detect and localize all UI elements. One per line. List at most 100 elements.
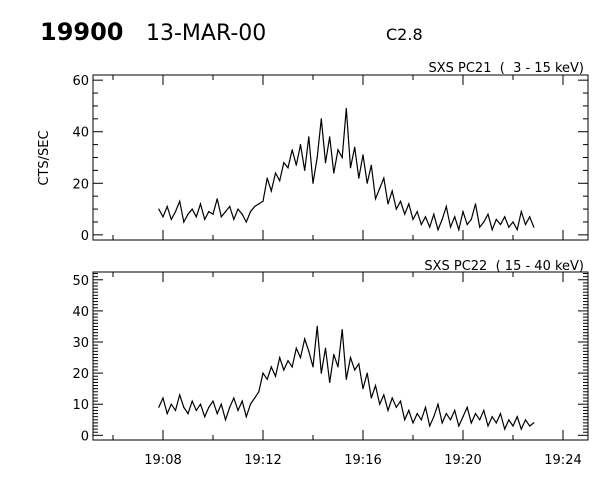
pc22-data-point [458,425,460,427]
y-tick-label: 60 [72,74,89,89]
pc21-data-point [204,218,206,220]
pc22-data-point [479,419,481,421]
pc22-data-point [379,403,381,405]
pc21-data-point [320,118,322,120]
pc21-data-point [254,205,256,208]
pc21-data-point [366,182,368,184]
pc21-data-point [462,211,464,213]
pc21-data-point [324,162,327,164]
y-tick-label: 0 [81,429,89,444]
pc22-data-point [316,325,318,327]
pc21-data-point [474,203,477,205]
pc21-data-point [283,162,285,164]
pc21-data-point [249,211,252,213]
pc22-data-point [508,419,510,421]
y-tick-label: 0 [81,229,89,244]
pc21-data-point [270,190,272,192]
pc21-data-point [212,213,214,215]
pc21-data-point [520,211,522,213]
pc22-data-point [520,428,522,430]
pc21-data-point [216,198,218,200]
y-tick-label: 20 [72,367,89,382]
pc22-data-point [445,413,447,415]
pc21-data-point [237,208,239,210]
pc22-data-point [299,357,302,359]
pc21-data-point [379,187,381,189]
pc22-data-point [270,366,272,368]
pc22-title: SXS PC22 ( 15 - 40 keV) [424,259,584,274]
pc22-data-point [216,413,218,415]
pc22-data-point [370,397,372,399]
pc22-data-point [195,409,197,411]
pc22-data-point [341,329,343,331]
pc22-data-point [512,425,514,427]
pc22-data-point [366,372,368,374]
pc22-data-point [383,394,385,396]
pc22-data-point [449,419,452,421]
pc21-data-point [495,218,497,220]
pc22-data-point [466,406,468,408]
pc22-data-point [420,419,422,421]
pc21-data-point [345,107,347,110]
pc22-data-point [312,366,314,368]
pc22-data-point [462,416,464,418]
pc22-data-point [495,422,497,424]
pc21-data-point [341,156,343,159]
pc22-data-point [349,357,352,359]
pc21-data-point [220,216,222,218]
pc22-data-point [241,400,243,402]
pc22-data-point [487,425,489,427]
pc22-data-point [358,363,360,365]
pc21-data-point [391,190,393,192]
pc21-data-point [316,156,318,159]
pc22-data-point [320,372,322,374]
pc21-data-point [354,146,356,148]
pc21-data-point [374,198,377,200]
pc21-data-point [291,149,293,151]
pc21-data-point [429,226,431,228]
pc21-data-point [466,223,468,226]
pc21-title: SXS PC21 ( 3 - 15 keV) [428,61,584,76]
pc21-data-point [199,203,202,205]
y-tick-label: 30 [72,336,89,351]
pc21-data-point [208,211,210,213]
pc22-data-point [174,409,177,411]
pc22-data-point [308,350,310,352]
pc22-data-point [179,394,181,396]
x-tick-label: 19:08 [144,453,181,468]
pc21-data-point [399,200,402,202]
pc22-data-point [158,406,160,408]
pc21-data-point [516,229,518,231]
pc22-data-point [254,397,256,399]
pc21-data-point [329,136,331,138]
pc21-data-point [258,203,260,205]
pc21-data-point [437,229,439,231]
x-tick-label: 19:12 [244,453,281,468]
pc21-data-point [533,226,535,228]
pc22-data-point [404,419,406,421]
y-tick-label: 10 [72,398,89,413]
pc22-data-point [454,409,456,411]
y-tick-label: 50 [72,274,89,289]
pc21-data-point [524,223,527,226]
pc21-data-point [312,182,314,184]
pc22-data-point [399,400,402,402]
pc21-data-point [499,223,502,226]
y-axis-label: CTS/SEC [37,130,52,185]
pc21-data-point [454,216,456,218]
pc22-data-point [170,403,172,405]
pc21-data-point [162,216,164,218]
x-tick-label: 19:20 [444,453,481,468]
pc22-data-point [295,347,297,349]
pc21-data-point [174,211,177,213]
pc22-data-point [529,425,531,427]
pc21-data-point [195,216,197,218]
pc21-data-point [408,203,410,205]
pc21-data-point [224,211,227,213]
pc22-data-point [354,369,356,371]
pc21-data-point [295,164,297,166]
pc22-data-point [416,413,418,415]
pc22-data-point [387,409,389,411]
pc21-data-point [504,216,506,218]
pc22-data-point [429,425,431,427]
